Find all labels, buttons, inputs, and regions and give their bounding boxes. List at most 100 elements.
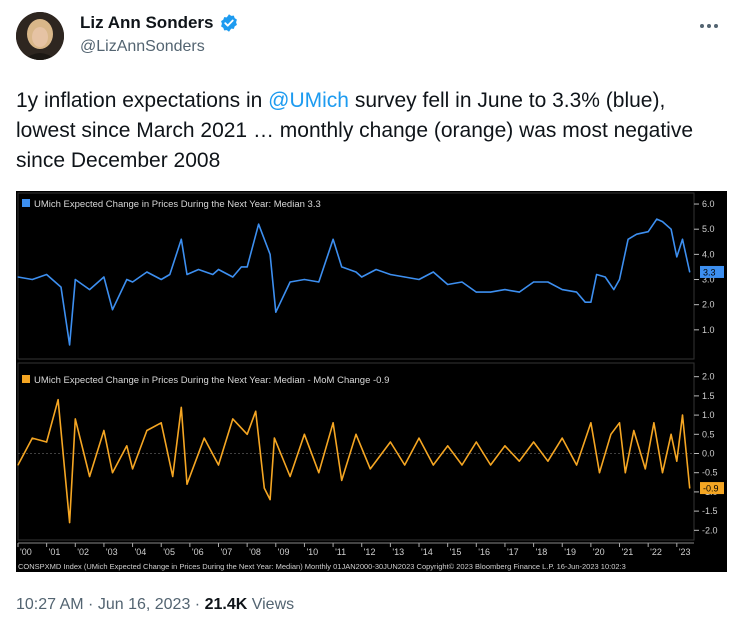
data-point-blue (389, 273, 391, 276)
data-point-blue (361, 276, 363, 278)
data-point-blue (68, 344, 71, 346)
data-point-orange (575, 464, 578, 466)
data-point-blue (490, 291, 492, 293)
data-point-blue (475, 291, 477, 293)
data-point-orange (689, 487, 691, 489)
data-point-orange (644, 468, 646, 470)
data-point-orange (263, 487, 265, 489)
data-point-orange (131, 468, 134, 470)
data-point-orange (432, 464, 434, 466)
data-point-blue (656, 218, 658, 220)
data-point-blue (575, 291, 578, 293)
data-point-orange (232, 418, 234, 420)
chart-image[interactable]: UMich Expected Change in Prices During t… (16, 191, 727, 572)
data-point-orange (103, 429, 105, 432)
data-point-orange (217, 464, 220, 466)
data-point-orange (475, 441, 477, 443)
xtick-label: '23 (679, 547, 691, 557)
last-value-label: -0.9 (703, 484, 719, 494)
xtick-label: '07 (221, 547, 233, 557)
ytick-label: -1.5 (702, 506, 718, 516)
data-point-orange (670, 433, 672, 435)
data-point-orange (126, 445, 128, 447)
xtick-label: '04 (135, 547, 147, 557)
data-point-blue (89, 288, 91, 291)
last-value-label: 3.3 (703, 267, 716, 277)
data-point-blue (289, 281, 291, 283)
more-options-icon[interactable] (694, 16, 724, 36)
xtick-label: '21 (622, 547, 634, 557)
data-point-blue (661, 221, 664, 223)
data-point-blue (604, 276, 606, 278)
data-point-blue (447, 283, 449, 286)
chart-svg: UMich Expected Change in Prices During t… (16, 191, 727, 572)
avatar-image (16, 12, 64, 60)
data-point-orange (547, 460, 549, 462)
data-point-blue (584, 301, 586, 303)
xtick-label: '20 (593, 547, 605, 557)
avatar[interactable] (16, 12, 64, 60)
data-point-orange (46, 441, 48, 443)
tweet-date[interactable]: Jun 16, 2023 (97, 596, 191, 613)
data-point-blue (504, 288, 506, 291)
data-point-blue (74, 278, 76, 281)
tweet-meta: 10:27 AM · Jun 16, 2023 · 21.4K Views (16, 596, 294, 614)
verified-badge-icon[interactable] (219, 13, 239, 33)
data-point-orange (172, 475, 174, 478)
tweet-text-part1: 1y inflation expectations in (16, 89, 269, 112)
xtick-label: '00 (20, 547, 32, 557)
xtick-label: '19 (564, 547, 576, 557)
tweet-time[interactable]: 10:27 AM (16, 596, 84, 613)
data-point-blue (355, 271, 357, 273)
legend-swatch-blue (22, 199, 30, 207)
mention-link[interactable]: @UMich (268, 89, 349, 112)
data-point-blue (111, 309, 114, 311)
data-point-blue (275, 311, 277, 313)
data-point-orange (681, 414, 684, 416)
data-point-orange (255, 410, 257, 412)
xtick-label: '09 (278, 547, 290, 557)
ytick-label: 1.0 (702, 410, 715, 420)
data-point-blue (332, 238, 334, 240)
data-point-orange (369, 468, 371, 470)
data-point-orange (418, 437, 420, 439)
data-point-orange (461, 464, 463, 466)
xtick-label: '08 (249, 547, 261, 557)
data-point-orange (180, 406, 182, 409)
ytick-label: -2.0 (702, 525, 718, 535)
data-point-orange (146, 429, 148, 432)
ytick-label: 0.5 (702, 429, 715, 439)
data-point-orange (160, 422, 162, 424)
data-point-orange (341, 479, 343, 481)
data-point-blue (31, 278, 33, 281)
legend-orange: UMich Expected Change in Prices During t… (34, 375, 389, 386)
views-count[interactable]: 21.4K (204, 596, 248, 613)
source-line: CONSPXMD Index (UMich Expected Change in… (18, 562, 626, 571)
xtick-label: '02 (77, 547, 89, 557)
data-point-orange (590, 422, 592, 424)
data-point-blue (547, 281, 549, 283)
ytick-label: 6.0 (702, 199, 715, 209)
author-handle[interactable]: @LizAnnSonders (80, 38, 205, 55)
data-point-orange (518, 460, 520, 462)
author-name-row[interactable]: Liz Ann Sonders (80, 13, 239, 33)
data-point-orange (404, 464, 406, 466)
series-line-orange (17, 398, 691, 524)
ytick-label: 4.0 (702, 249, 715, 259)
data-point-blue (197, 268, 200, 271)
data-point-orange (490, 464, 492, 466)
data-point-orange (532, 441, 535, 443)
xtick-label: '06 (192, 547, 204, 557)
data-point-blue (613, 288, 615, 291)
data-point-orange (68, 522, 71, 524)
data-point-orange (289, 475, 291, 478)
data-point-orange (273, 437, 275, 439)
data-point-orange (332, 422, 334, 424)
ytick-label: 3.0 (702, 275, 715, 285)
data-point-blue (258, 223, 260, 225)
data-point-orange (303, 433, 306, 435)
tweet-text-part2: survey fell in June to 3.3% (blue), lowe… (16, 89, 694, 172)
author-name[interactable]: Liz Ann Sonders (80, 13, 214, 32)
data-point-blue (689, 271, 691, 273)
data-point-orange (31, 437, 33, 439)
